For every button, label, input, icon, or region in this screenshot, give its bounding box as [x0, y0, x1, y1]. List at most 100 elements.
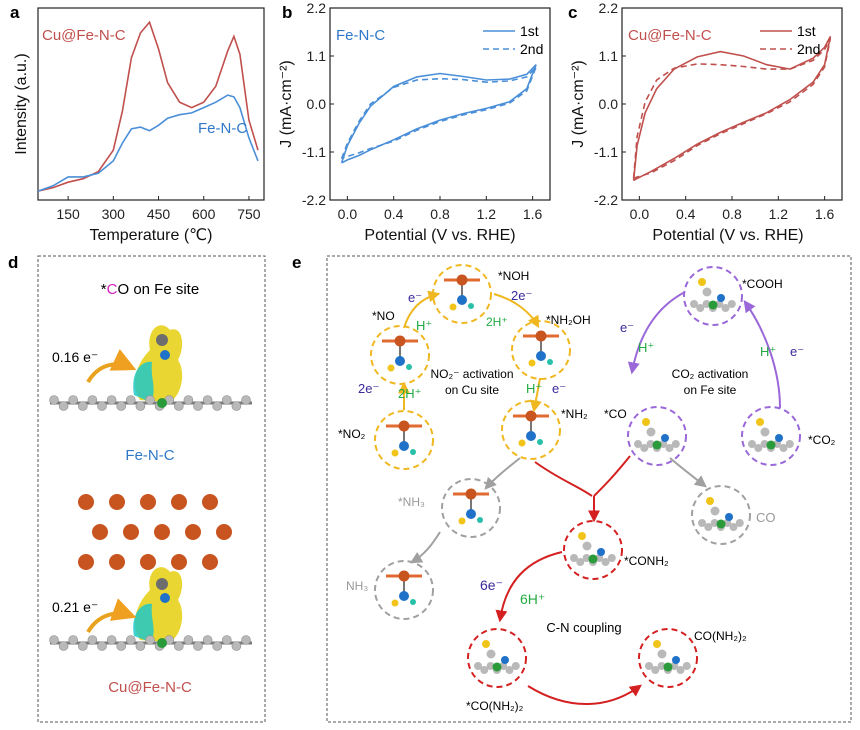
panel-label-d: d [8, 253, 18, 272]
y-tick-labels-b: 2.2 1.1 0.0 -1.1 -2.2 [302, 0, 326, 208]
y-axis-label-c: J (mA·cm⁻²) [570, 60, 587, 148]
y-tick-labels-c: 2.2 1.1 0.0 -1.1 -2.2 [594, 0, 618, 208]
x-tick-label: 0.4 [676, 206, 696, 222]
charge-value-1: 0.16 e⁻ [52, 349, 98, 365]
x-tick-label: 1.2 [477, 206, 497, 222]
step-label-6e: 6e⁻ [480, 577, 503, 593]
y-tick-label: -2.2 [594, 192, 618, 208]
intermediate-node [374, 560, 434, 620]
x-tick-labels-c: 0.0 0.4 0.8 1.2 1.6 [630, 206, 835, 222]
label-no2: *NO₂ [338, 427, 366, 441]
series-line-c-1 [632, 36, 832, 182]
panel-a: a Intensity (a.u.) Temperature (℃) 150 3… [10, 3, 265, 244]
panel-d-title: *CO on Fe site [101, 281, 199, 298]
x-tick-labels-b: 0.0 0.4 0.8 1.2 1.6 [338, 206, 543, 222]
step-label-h2: H⁺ [526, 381, 542, 396]
on-fe-site-label: on Fe site [684, 383, 737, 397]
co2-activation-label: CO₂ activation [672, 367, 749, 381]
panel-label-e: e [292, 253, 301, 272]
series-label-fe-n-c: Fe-N-C [198, 120, 247, 137]
arrow-co-ads-to-co [669, 457, 707, 488]
series-line-c-2 [632, 38, 832, 179]
x-tick-label: 450 [147, 206, 171, 222]
label-urea-ads: *CO(NH₂)₂ [466, 699, 524, 713]
label-no: *NO [372, 309, 395, 323]
intermediate-node [370, 325, 430, 385]
step-label-e4: e⁻ [790, 344, 804, 359]
legend-label-2nd-b: 2nd [520, 41, 543, 57]
series-label-cu-fe-n-c: Cu@Fe-N-C [42, 27, 126, 44]
series-line-a-2 [37, 94, 259, 192]
arrow-noh-to-nh2oh [493, 293, 540, 329]
intermediate-node [563, 520, 623, 580]
plot-frame-a [37, 7, 265, 201]
graphene-sheet-cu-fe-n-c [49, 635, 252, 651]
intermediate-node [511, 320, 571, 380]
cu-lattice [78, 494, 232, 570]
x-axis-label-c: Potential (V vs. RHE) [652, 227, 803, 244]
panel-c: c J (mA·cm⁻²) Potential (V vs. RHE) 2.2 … [568, 0, 843, 244]
step-label-e1: e⁻ [408, 290, 422, 305]
intermediate-node [741, 406, 801, 466]
step-label-2h-b: 2H⁺ [398, 386, 421, 401]
structure-label-fe-n-c: Fe-N-C [125, 447, 174, 464]
label-noh: *NOH [498, 269, 529, 283]
step-label-e3: e⁻ [620, 320, 634, 335]
series-line-b-2 [340, 66, 537, 160]
label-nh2oh: *NH₂OH [546, 313, 591, 327]
series-group-c [622, 7, 832, 201]
y-tick-label: 0.0 [307, 96, 327, 112]
legend-label-1st-b: 1st [520, 23, 539, 39]
step-label-h1: H⁺ [416, 318, 432, 333]
x-tick-label: 600 [192, 206, 216, 222]
arrow-conh2-to-urea-ads [495, 551, 563, 623]
x-tick-label: 0.8 [430, 206, 450, 222]
x-tick-label: 300 [102, 206, 126, 222]
arrow-co-to-merge [593, 455, 631, 497]
label-co-ads: *CO [604, 407, 627, 421]
x-tick-label: 0.0 [338, 206, 358, 222]
y-axis-label-b: J (mA·cm⁻²) [278, 60, 295, 148]
intermediate-node [638, 628, 698, 688]
label-co: CO [756, 510, 776, 525]
arrow-nh3-ads-to-nh3 [409, 531, 441, 564]
step-label-e2: e⁻ [552, 381, 566, 396]
label-cooh: *COOH [742, 277, 783, 291]
step-label-2h-a: 2H⁺ [486, 315, 508, 329]
x-tick-label: 750 [237, 206, 261, 222]
x-tick-label: 1.6 [523, 206, 543, 222]
intermediate-node [683, 266, 743, 326]
arrow-nh2oh-to-nh2 [529, 377, 542, 413]
arrow-urea-desorption [527, 684, 642, 705]
y-tick-label: -2.2 [302, 192, 326, 208]
intermediate-node [691, 485, 751, 545]
intermediate-node [467, 628, 527, 688]
y-tick-label: 0.0 [599, 96, 619, 112]
legend-label-2nd-c: 2nd [797, 41, 820, 57]
y-tick-label: 1.1 [307, 48, 327, 64]
step-label-h3: H⁺ [638, 340, 654, 355]
x-tick-label: 1.2 [769, 206, 789, 222]
step-label-2e-b: 2e⁻ [358, 381, 379, 396]
panel-label-b: b [282, 3, 292, 22]
x-tick-label: 150 [56, 206, 80, 222]
panel-label-c: c [568, 3, 577, 22]
panel-e-frame [326, 255, 852, 723]
intermediate-node [441, 478, 501, 538]
y-tick-label: 2.2 [599, 0, 619, 16]
y-tick-label: 1.1 [599, 48, 619, 64]
graphene-sheet-fe-n-c [49, 395, 252, 411]
series-group-a [37, 20, 259, 200]
no2-activation-label: NO₂⁻ activation [430, 367, 513, 381]
cn-coupling-label: C-N coupling [546, 620, 621, 635]
arrow-cooh-to-co [627, 291, 686, 375]
x-tick-label: 0.4 [384, 206, 404, 222]
arrow-nh2-to-merge [534, 461, 593, 497]
intermediate-node [627, 406, 687, 466]
chart-title-b: Fe-N-C [336, 27, 385, 44]
intermediate-node [432, 264, 492, 324]
panel-d: d *CO on Fe site 0.16 e⁻ Fe-N-C 0.21 e⁻ … [8, 253, 266, 723]
arrow-co2-to-cooh [743, 300, 781, 409]
y-tick-label: -1.1 [594, 144, 618, 160]
x-tick-label: 0.0 [630, 206, 650, 222]
